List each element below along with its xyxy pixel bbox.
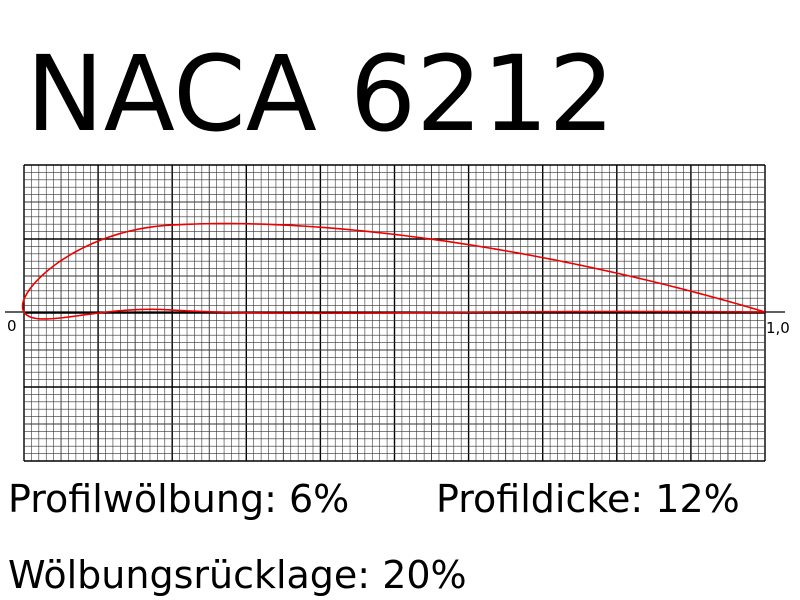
position-label: Wölbungsrücklage: 20% bbox=[8, 553, 467, 597]
title: NACA 6212 bbox=[26, 33, 615, 155]
axis-end-label: 1,0 bbox=[766, 319, 790, 337]
airfoil-profile bbox=[21, 222, 766, 320]
graph-paper bbox=[23, 164, 766, 462]
thickness-label: Profildicke: 12% bbox=[436, 477, 740, 521]
camber-label: Profilwölbung: 6% bbox=[8, 477, 349, 521]
axis-start-label: 0 bbox=[7, 317, 17, 335]
